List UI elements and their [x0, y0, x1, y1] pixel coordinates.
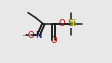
Text: O: O: [59, 19, 66, 28]
Text: N: N: [35, 31, 42, 40]
Text: O: O: [28, 31, 34, 40]
Text: methoxy: methoxy: [23, 35, 29, 36]
FancyBboxPatch shape: [52, 37, 55, 44]
FancyBboxPatch shape: [29, 32, 33, 39]
FancyBboxPatch shape: [37, 32, 40, 39]
FancyBboxPatch shape: [61, 20, 64, 27]
Text: Si: Si: [67, 19, 76, 28]
Text: O: O: [50, 36, 57, 45]
FancyBboxPatch shape: [69, 20, 74, 28]
